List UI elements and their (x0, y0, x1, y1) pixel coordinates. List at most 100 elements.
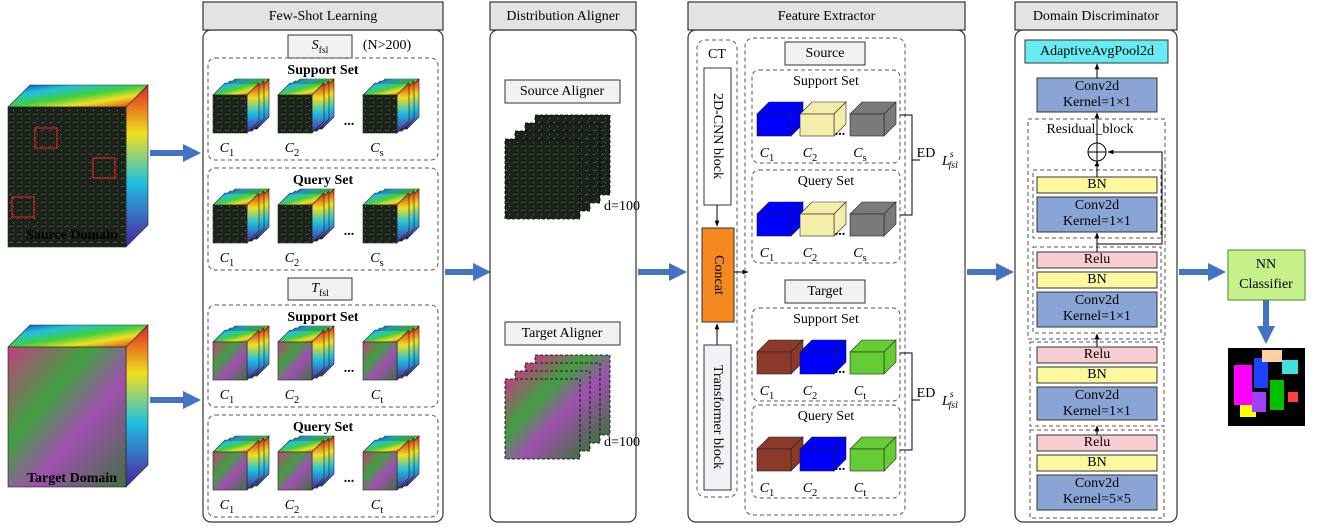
domain-label: Target Domain (27, 471, 117, 486)
symbol-sub: 1 (769, 488, 774, 499)
label: Classifier (1239, 277, 1293, 292)
cube-front (757, 114, 791, 136)
symbol-sub: t (863, 391, 866, 402)
cube (363, 440, 409, 490)
symbol-main: S (312, 38, 319, 53)
cube-top (8, 325, 148, 347)
cube (363, 330, 409, 380)
cube (278, 193, 324, 243)
cube-front (213, 95, 247, 133)
cube-front (800, 352, 834, 374)
cube (213, 193, 259, 243)
image-slice (505, 139, 580, 219)
symbol-sub: 2 (294, 395, 299, 406)
ellipsis: ... (344, 361, 355, 376)
cube-front (850, 114, 884, 136)
symbol-sub: s (380, 148, 384, 159)
cube-front (850, 352, 884, 374)
layer-label: Kernel=1×1 (1063, 95, 1131, 110)
layer-label: Conv2d (1075, 293, 1119, 308)
symbol-sup: s (950, 149, 954, 160)
cuboid (850, 437, 896, 471)
cube (278, 440, 324, 490)
ellipsis: ... (344, 114, 355, 129)
symbol-sub: s (380, 258, 384, 269)
cube-front (850, 449, 884, 471)
cube-front (363, 342, 397, 380)
layer-label: Conv2d (1075, 388, 1119, 403)
class-region (1288, 392, 1298, 402)
ellipsis: ... (835, 224, 846, 239)
group-title: Support Set (793, 312, 859, 327)
cube-front (213, 342, 247, 380)
label: Target Aligner (522, 326, 603, 341)
label: (N>200) (363, 38, 412, 53)
symbol-sub: 1 (769, 153, 774, 164)
symbol-sub: 2 (812, 391, 817, 402)
ellipsis: ... (835, 124, 846, 139)
symbol-sub: fsl (319, 288, 329, 299)
group-title: Query Set (798, 409, 854, 424)
layer-label: Kernel=1×1 (1063, 404, 1131, 419)
label: d=100 (604, 435, 640, 450)
ellipsis: ... (835, 362, 846, 377)
symbol-sub: 2 (294, 505, 299, 516)
cuboid (850, 102, 896, 136)
symbol-sub: fsl (319, 45, 329, 56)
label: CT (708, 47, 726, 62)
class-region (1270, 380, 1284, 410)
cube (278, 83, 324, 133)
layer-label: Kernel=5×5 (1063, 492, 1131, 507)
symbol-sub: fsl (949, 400, 959, 411)
cube-front (363, 95, 397, 133)
group-title: Support Set (287, 310, 359, 325)
cube (363, 193, 409, 243)
group-title: Support Set (287, 63, 359, 78)
panel-title: Few-Shot Learning (269, 9, 377, 24)
layer-label: Relu (1084, 435, 1110, 450)
group-title: Query Set (293, 420, 354, 435)
class-region (1252, 392, 1266, 412)
symbol-sub: 1 (229, 148, 234, 159)
cube (363, 83, 409, 133)
label: Source Aligner (520, 84, 605, 99)
cube-front (363, 205, 397, 243)
class-region (1234, 365, 1252, 405)
cube-front (213, 205, 247, 243)
label: d=100 (604, 199, 640, 214)
layer-label: Conv2d (1075, 198, 1119, 213)
label: Target (807, 284, 842, 299)
cube-front (278, 205, 312, 243)
group-title: Query Set (798, 174, 854, 189)
symbol-sub: t (380, 395, 383, 406)
symbol-sub: 2 (294, 148, 299, 159)
cuboid (850, 340, 896, 374)
source-cube (8, 85, 148, 247)
panel-title: Distribution Aligner (506, 9, 620, 24)
class-region (1262, 350, 1282, 362)
cuboid (757, 102, 803, 136)
cube-front (213, 452, 247, 490)
ellipsis: ... (344, 224, 355, 239)
cube-front (8, 107, 126, 247)
symbol-sub: fsl (949, 160, 959, 171)
domain-label: Source Domain (26, 228, 118, 243)
layer-label: BN (1087, 455, 1106, 470)
cube-front (757, 449, 791, 471)
layer-label: Kernel=1×1 (1063, 309, 1131, 324)
cube-front (363, 452, 397, 490)
cube-front (800, 449, 834, 471)
label: Concat (711, 255, 726, 295)
cube-front (800, 214, 834, 236)
diagram: Source Domain Target Domain Few-Shot Learn… (0, 0, 1320, 527)
cube-front (278, 452, 312, 490)
panel-title: Feature Extractor (778, 9, 876, 24)
cube (278, 330, 324, 380)
layer-label: Conv2d (1075, 79, 1119, 94)
label: ED (917, 146, 936, 161)
symbol-sup: s (950, 389, 954, 400)
layer-label: Kernel=1×1 (1063, 214, 1131, 229)
ellipsis: ... (344, 471, 355, 486)
cuboid (757, 340, 803, 374)
layer-label: BN (1087, 177, 1106, 192)
